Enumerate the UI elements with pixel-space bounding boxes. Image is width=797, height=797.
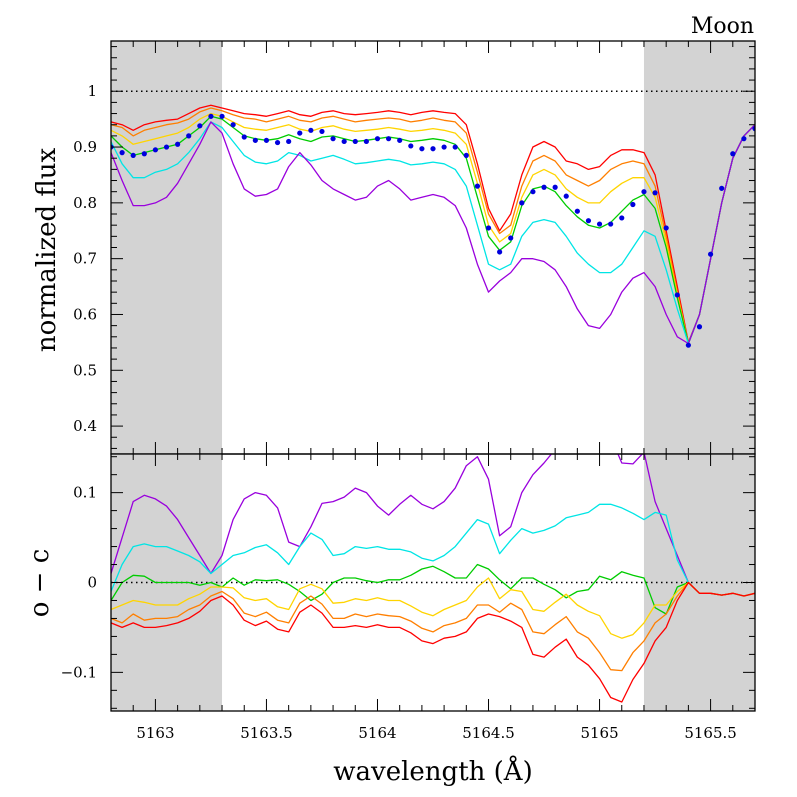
y-axis-label-residual: o − c <box>25 549 55 618</box>
y-tick-label: 0.6 <box>73 305 97 323</box>
x-tick-label: 5163.5 <box>240 724 293 742</box>
observed-point <box>297 130 303 136</box>
observed-point <box>707 251 714 257</box>
model-line-purple <box>111 121 755 345</box>
y-tick-label: 0.4 <box>73 417 97 435</box>
shaded-region-1 <box>643 41 755 454</box>
observed-point <box>363 138 369 145</box>
y-tick-label: 1 <box>87 82 97 100</box>
observed-point <box>719 185 725 191</box>
observed-point <box>230 122 236 128</box>
flux-panel: 0.4 0.5 0.6 0.7 0.8 0.9 1 <box>73 40 756 455</box>
observed-point <box>308 127 314 133</box>
observed-point <box>274 139 281 146</box>
observed-point <box>152 147 159 153</box>
observed-point <box>685 342 691 348</box>
y-tick-label: 0.7 <box>73 250 97 268</box>
observed-point <box>641 189 647 195</box>
shaded-region-0 <box>111 41 223 454</box>
shaded-region-1 <box>643 454 755 711</box>
observed-point <box>630 201 636 208</box>
model-line-purple <box>111 454 755 597</box>
x-tick-label: 5165 <box>580 724 618 742</box>
series-group <box>111 454 755 703</box>
observed-point <box>441 144 447 150</box>
observed-point <box>163 144 170 150</box>
model-line-red <box>111 581 755 703</box>
observed-point <box>663 225 669 231</box>
observed-point <box>263 137 270 143</box>
model-line-yellow <box>111 577 755 639</box>
observed-point <box>130 152 136 159</box>
model-line-cyan <box>111 503 755 597</box>
observed-point <box>241 134 247 140</box>
y-tick-label: 0.9 <box>73 138 97 156</box>
observed-point <box>252 137 258 143</box>
x-tick-label: 5164 <box>358 724 396 742</box>
observed-point <box>397 137 403 143</box>
observed-point <box>563 193 569 199</box>
x-tick-label: 5163 <box>136 724 174 742</box>
model-line-green <box>111 115 755 345</box>
observed-point <box>574 208 580 214</box>
y-axis-label-flux: normalized flux <box>32 147 62 352</box>
observed-point <box>463 152 469 159</box>
x-axis-label: wavelength (Å) <box>333 755 532 787</box>
observed-point <box>674 292 680 298</box>
observed-point <box>286 138 292 145</box>
observed-point <box>452 144 458 150</box>
y-tick-label: 0.8 <box>73 194 97 212</box>
observed-point <box>385 136 392 142</box>
observed-point <box>519 200 525 206</box>
observed-point <box>696 324 703 330</box>
observed-point <box>741 136 747 142</box>
observed-point <box>585 218 592 224</box>
observed-point <box>497 249 503 255</box>
observed-point <box>419 146 425 152</box>
observed-point <box>341 138 347 145</box>
observed-point <box>330 136 336 142</box>
observed-point <box>208 113 214 119</box>
observed-point <box>530 189 536 195</box>
observed-point <box>186 133 192 139</box>
observed-point <box>508 235 514 241</box>
x-tick-label: 5164.5 <box>462 724 515 742</box>
observed-point <box>619 215 625 221</box>
y-tick-label: −0.1 <box>61 663 97 681</box>
model-line-green <box>111 563 755 615</box>
observed-point <box>652 190 658 196</box>
observed-point <box>352 138 358 145</box>
model-line-orange <box>111 107 755 345</box>
observed-point <box>730 151 736 157</box>
observed-point <box>374 136 381 142</box>
y-tick-label: 0.1 <box>73 484 97 502</box>
observed-point <box>430 146 436 152</box>
observed-point <box>119 150 125 156</box>
observed-point <box>608 221 614 227</box>
series-group <box>111 104 755 348</box>
y-tick-label: 0.5 <box>73 361 97 379</box>
chart-title: Moon <box>691 14 754 39</box>
observed-point <box>552 184 558 190</box>
model-line-orange <box>111 581 755 672</box>
y-tick-label: 0 <box>87 574 97 592</box>
observed-point <box>541 184 547 190</box>
observed-point <box>319 128 325 135</box>
observed-point <box>175 141 181 147</box>
observed-point <box>485 225 492 231</box>
observed-point <box>197 123 203 129</box>
observed-point <box>408 143 414 149</box>
model-line-yellow <box>111 112 755 345</box>
x-tick-label: 5165.5 <box>684 724 737 742</box>
observed-point <box>474 183 481 189</box>
model-line-cyan <box>111 121 755 345</box>
observed-point <box>596 221 603 227</box>
observed-point <box>219 113 225 119</box>
observed-point <box>141 151 147 157</box>
residual-panel: 5163 5163.5 5164 5164.5 5165 5165.5 −0.1 0 0.1 <box>61 453 756 742</box>
model-line-red <box>111 104 755 344</box>
